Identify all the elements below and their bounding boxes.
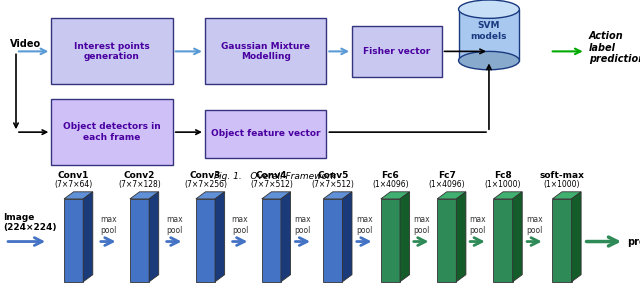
Text: Fc6: Fc6 xyxy=(381,171,399,180)
Text: Object detectors in
each frame: Object detectors in each frame xyxy=(63,123,161,142)
Bar xyxy=(458,9,520,61)
Text: (7×7×512): (7×7×512) xyxy=(312,181,354,189)
Text: max
pool: max pool xyxy=(232,215,248,235)
Polygon shape xyxy=(437,192,466,199)
Polygon shape xyxy=(64,192,93,199)
Polygon shape xyxy=(493,199,513,282)
Text: max
pool: max pool xyxy=(294,215,311,235)
Polygon shape xyxy=(381,192,410,199)
Ellipse shape xyxy=(459,0,520,18)
Polygon shape xyxy=(323,192,352,199)
Polygon shape xyxy=(493,192,522,199)
Text: max
pool: max pool xyxy=(356,215,372,235)
Text: Interest points
generation: Interest points generation xyxy=(74,42,150,61)
Polygon shape xyxy=(400,192,410,282)
Bar xyxy=(205,18,326,84)
Bar xyxy=(51,18,173,84)
Text: Conv1: Conv1 xyxy=(58,171,90,180)
Ellipse shape xyxy=(459,52,520,70)
Text: (7×7×512): (7×7×512) xyxy=(250,181,292,189)
Polygon shape xyxy=(196,199,215,282)
Polygon shape xyxy=(513,192,522,282)
Polygon shape xyxy=(130,192,159,199)
Text: Action
label
prediction: Action label prediction xyxy=(589,31,640,64)
Text: max
pool: max pool xyxy=(413,215,429,235)
Text: (1×1000): (1×1000) xyxy=(543,181,580,189)
Polygon shape xyxy=(130,199,149,282)
Text: Fisher vector: Fisher vector xyxy=(363,47,431,56)
Bar xyxy=(51,99,173,165)
Polygon shape xyxy=(572,192,581,282)
Text: SVM
models: SVM models xyxy=(470,22,508,41)
Text: (1×4096): (1×4096) xyxy=(372,181,409,189)
Text: Fc7: Fc7 xyxy=(438,171,456,180)
Text: Conv3: Conv3 xyxy=(189,171,221,180)
Polygon shape xyxy=(215,192,225,282)
Bar xyxy=(352,26,442,77)
Text: Conv5: Conv5 xyxy=(317,171,349,180)
Polygon shape xyxy=(381,199,400,282)
Polygon shape xyxy=(323,199,342,282)
Text: prediction: prediction xyxy=(627,237,640,247)
Text: Gaussian Mixture
Modelling: Gaussian Mixture Modelling xyxy=(221,42,310,61)
Polygon shape xyxy=(342,192,352,282)
Polygon shape xyxy=(262,199,281,282)
Text: max
pool: max pool xyxy=(526,215,543,235)
Text: soft-max: soft-max xyxy=(540,171,584,180)
Text: max
pool: max pool xyxy=(469,215,486,235)
Text: (1×1000): (1×1000) xyxy=(484,181,522,189)
Polygon shape xyxy=(262,192,291,199)
Text: (7×7×128): (7×7×128) xyxy=(118,181,161,189)
Text: Object feature vector: Object feature vector xyxy=(211,129,321,139)
Polygon shape xyxy=(552,199,572,282)
Text: Fig. 1.   Overall Framework: Fig. 1. Overall Framework xyxy=(214,172,336,181)
Text: Fc8: Fc8 xyxy=(494,171,512,180)
Text: max
pool: max pool xyxy=(100,215,116,235)
Text: max
pool: max pool xyxy=(166,215,182,235)
Text: Conv2: Conv2 xyxy=(124,171,156,180)
Polygon shape xyxy=(456,192,466,282)
Polygon shape xyxy=(83,192,93,282)
Text: (7×7×64): (7×7×64) xyxy=(54,181,93,189)
Text: Image
(224×224): Image (224×224) xyxy=(3,213,57,232)
Bar xyxy=(205,110,326,158)
Polygon shape xyxy=(552,192,581,199)
Text: (7×7×256): (7×7×256) xyxy=(184,181,227,189)
Text: Video: Video xyxy=(10,39,41,49)
Polygon shape xyxy=(64,199,83,282)
Polygon shape xyxy=(196,192,225,199)
Polygon shape xyxy=(149,192,159,282)
Polygon shape xyxy=(281,192,291,282)
Text: (1×4096): (1×4096) xyxy=(428,181,465,189)
Text: Conv4: Conv4 xyxy=(255,171,287,180)
Polygon shape xyxy=(437,199,456,282)
